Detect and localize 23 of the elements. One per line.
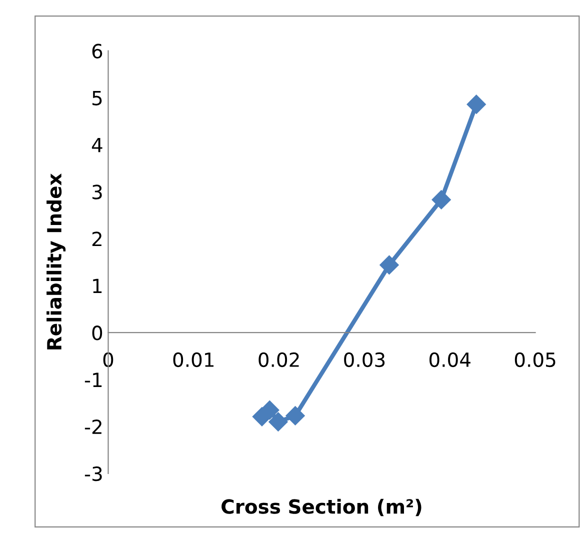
y-tick-label: 2	[92, 232, 102, 246]
point	[286, 406, 305, 426]
point	[380, 255, 399, 274]
point	[466, 94, 486, 114]
y-tick-label: 6	[92, 44, 102, 58]
y-tick-label: -3	[84, 466, 102, 482]
y-tick-label: 4	[92, 138, 102, 152]
y-tick-label: 3	[92, 184, 102, 200]
x-tick-label: 0.01	[173, 352, 214, 368]
x-axis-title: Cross Section (m²)	[222, 498, 422, 516]
y-tick-label: 0	[92, 326, 102, 340]
x-tick-label: 0.04	[430, 352, 470, 368]
point	[432, 190, 451, 210]
point	[268, 412, 288, 432]
x-tick-label: 0.03	[344, 352, 385, 368]
y-tick-label: 1	[93, 278, 102, 294]
y-tick-label: 5	[92, 90, 102, 106]
y-tick-label: -1	[84, 372, 102, 387]
y-axis-title: Reliability Index	[46, 173, 66, 350]
x-tick-label: 0.02	[258, 352, 299, 368]
y-tick-label: -2	[84, 419, 102, 434]
x-tick-label: 0.05	[514, 352, 556, 368]
x-tick-label: 0	[103, 352, 114, 368]
